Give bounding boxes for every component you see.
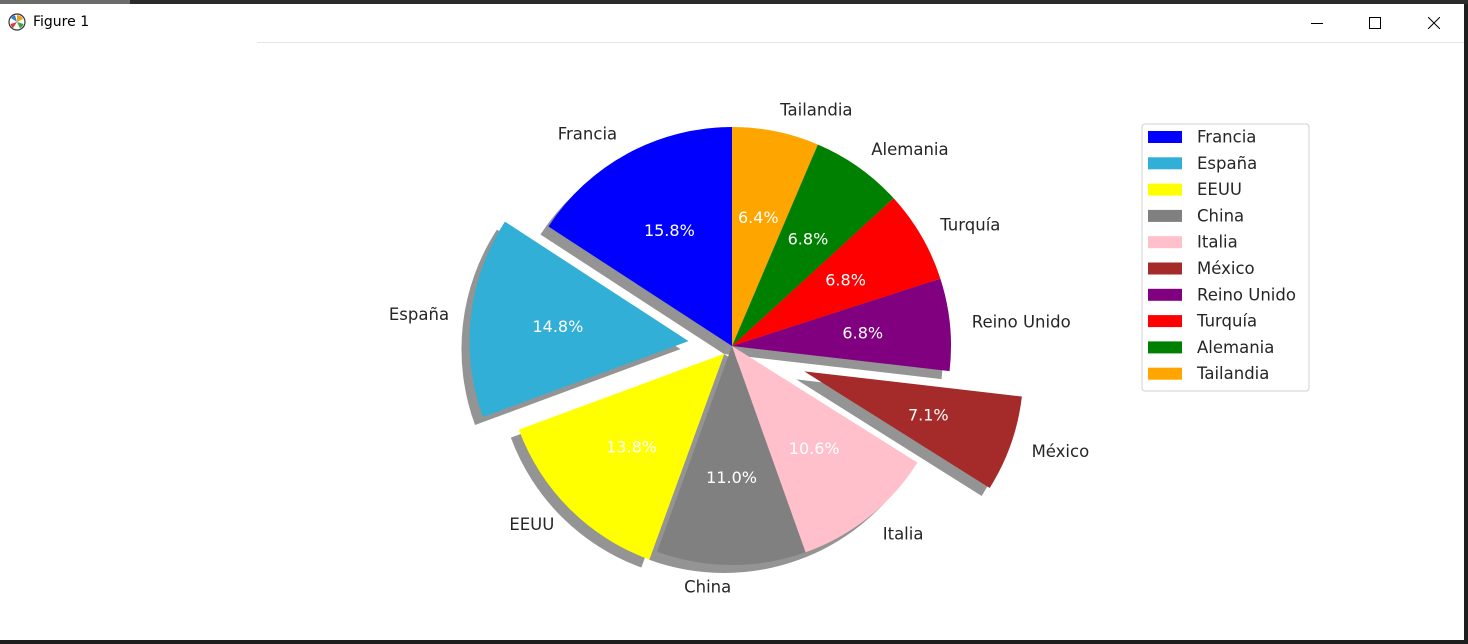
slice-espana <box>469 221 689 417</box>
matplotlib-icon <box>8 13 26 31</box>
pct-label-reino-unido: 6.8% <box>842 324 883 343</box>
legend-label-eeuu: EEUU <box>1197 180 1242 199</box>
slice-italia <box>732 346 918 553</box>
pct-label-eeuu: 13.8% <box>606 437 657 456</box>
legend-swatch-italia <box>1148 236 1182 249</box>
pct-label-francia: 15.8% <box>644 221 695 240</box>
legend-label-tailandia: Tailandia <box>1196 364 1269 383</box>
maximize-button[interactable] <box>1346 4 1404 42</box>
slice-mexico <box>804 371 1022 488</box>
legend-swatch-tailandia <box>1148 367 1182 380</box>
legend-swatch-reino-unido <box>1148 288 1182 301</box>
legend-label-espana: España <box>1197 154 1257 173</box>
slice-alemania <box>732 144 894 346</box>
pct-label-espana: 14.8% <box>532 317 583 336</box>
legend: Francia España EEUU China Italia México Reino … <box>1141 123 1310 392</box>
taskbar-strip <box>0 0 1468 4</box>
pct-label-mexico: 7.1% <box>908 406 949 425</box>
legend-swatch-francia <box>1148 131 1182 143</box>
slice-tailandia <box>732 127 818 346</box>
slice-china <box>657 346 806 565</box>
label-alemania: Alemania <box>871 140 948 159</box>
legend-swatch-alemania <box>1148 341 1182 354</box>
label-italia: Italia <box>883 524 924 543</box>
minimize-icon <box>1311 23 1323 24</box>
pie-slices <box>469 127 1022 565</box>
label-tailandia: Tailandia <box>779 100 852 119</box>
slice-eeuu <box>518 353 725 560</box>
legend-label-mexico: México <box>1197 259 1255 278</box>
legend-swatch-mexico <box>1148 262 1182 275</box>
label-espana: España <box>389 305 449 324</box>
slice-turquia <box>732 198 941 346</box>
toolbar-divider <box>257 42 1464 43</box>
legend-label-alemania: Alemania <box>1197 338 1274 357</box>
pct-label-italia: 10.6% <box>789 439 840 458</box>
category-labels: Francia España EEUU China Italia México Reino … <box>389 100 1089 596</box>
label-francia: Francia <box>558 125 617 144</box>
label-china: China <box>684 577 731 596</box>
pct-label-turquia: 6.8% <box>825 270 866 289</box>
label-eeuu: EEUU <box>509 515 554 534</box>
minimize-button[interactable] <box>1288 4 1346 42</box>
pct-label-china: 11.0% <box>706 468 757 487</box>
legend-label-italia: Italia <box>1197 233 1238 252</box>
legend-label-china: China <box>1197 206 1244 225</box>
legend-swatch-turquia <box>1148 315 1182 328</box>
percent-labels: 15.8% 14.8% 13.8% 11.0% 10.6% 7.1% 6.8% 6.8% 6.8… <box>532 208 948 487</box>
pct-label-alemania: 6.8% <box>788 229 829 248</box>
label-mexico: México <box>1032 442 1090 461</box>
taskbar-tab[interactable] <box>0 0 130 4</box>
label-reino-unido: Reino Unido <box>972 313 1071 332</box>
window-title: Figure 1 <box>33 14 90 30</box>
legend-label-francia: Francia <box>1197 128 1256 147</box>
legend-label-turquia: Turquía <box>1196 312 1257 331</box>
legend-swatch-china <box>1148 209 1182 222</box>
legend-label-reino-unido: Reino Unido <box>1197 285 1296 304</box>
slice-reino-unido <box>732 278 951 372</box>
title-bar[interactable]: Figure 1 <box>0 4 1464 42</box>
close-icon <box>1428 17 1440 29</box>
legend-box <box>1141 123 1310 392</box>
pct-label-tailandia: 6.4% <box>738 208 779 227</box>
maximize-icon <box>1369 17 1381 29</box>
legend-swatch-espana <box>1148 157 1182 170</box>
label-turquia: Turquía <box>939 215 1000 234</box>
slice-francia <box>548 127 732 346</box>
legend-swatch-eeuu <box>1148 183 1182 196</box>
close-button[interactable] <box>1405 4 1463 42</box>
